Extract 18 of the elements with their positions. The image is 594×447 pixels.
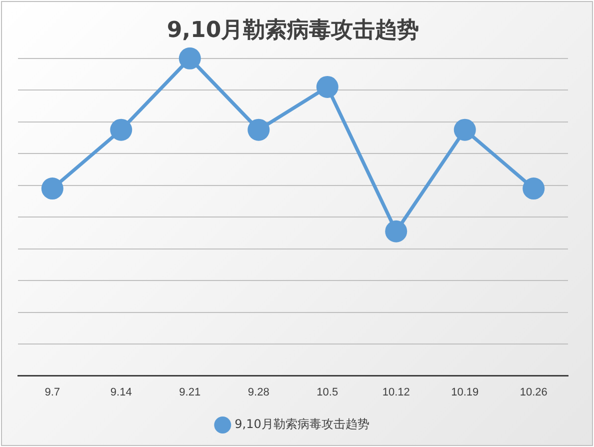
x-tick-label: 10.12 xyxy=(382,386,410,398)
point xyxy=(41,178,64,200)
point xyxy=(385,220,408,242)
x-tick-label: 10.26 xyxy=(520,386,548,398)
x-tick-label: 10.5 xyxy=(316,386,338,398)
x-tick-label: 9.7 xyxy=(44,386,60,398)
legend-label: 9,10月勒索病毒攻击趋势 xyxy=(234,417,370,432)
point xyxy=(248,118,270,141)
x-tick-label: 10.19 xyxy=(451,386,479,398)
x-tick-label: 9.14 xyxy=(110,386,132,398)
x-tick-label: 9.21 xyxy=(179,386,201,398)
point xyxy=(522,178,545,200)
x-tick-label: 9.28 xyxy=(248,386,270,398)
point xyxy=(316,76,338,98)
point xyxy=(178,47,201,70)
chart-title: 9,10月勒索病毒攻击趋势 xyxy=(166,18,420,43)
point xyxy=(110,118,132,141)
point xyxy=(454,118,476,141)
